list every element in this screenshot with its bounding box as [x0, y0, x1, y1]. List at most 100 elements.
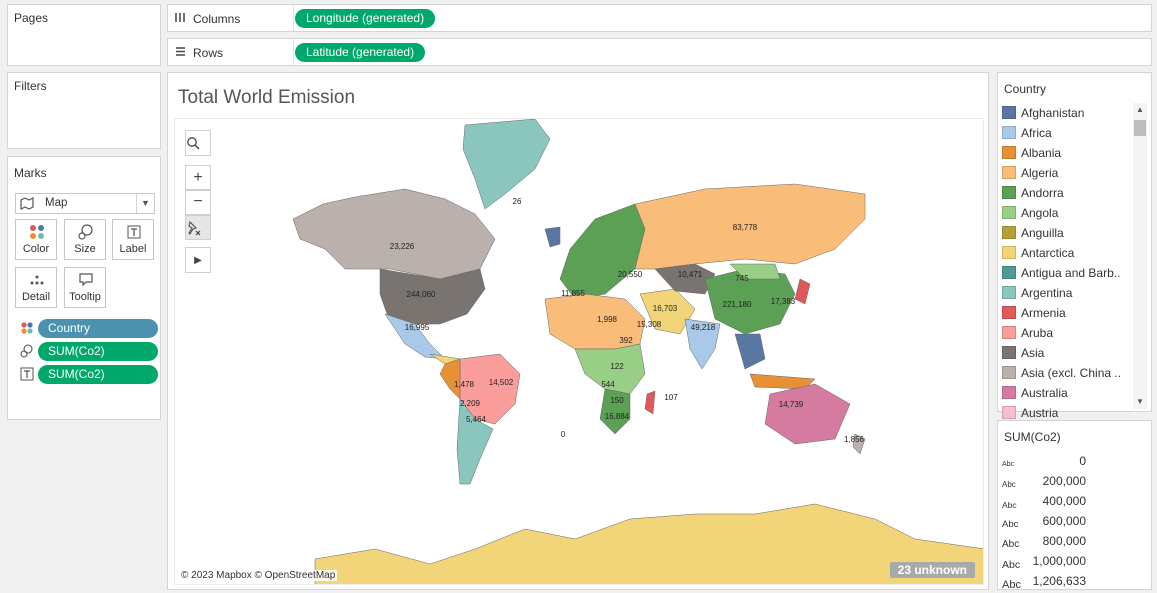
- legend-item[interactable]: Andorra: [1002, 184, 1130, 202]
- country-pill[interactable]: Country: [38, 319, 158, 338]
- legend-swatch: [1002, 186, 1016, 199]
- legend-item-label: Aruba: [1021, 326, 1054, 340]
- map-label: 17,383: [771, 297, 796, 306]
- chevron-down-icon[interactable]: ▼: [136, 194, 154, 213]
- legend-item[interactable]: Antarctica: [1002, 244, 1130, 262]
- map-label: 107: [664, 393, 678, 402]
- label-card[interactable]: Label: [112, 219, 154, 260]
- zoom-out-button[interactable]: −: [185, 190, 211, 215]
- filters-card[interactable]: Filters: [7, 72, 161, 149]
- tooltip-card[interactable]: Tooltip: [64, 267, 106, 308]
- color-dots-icon: [30, 225, 44, 239]
- map-label: 49,218: [691, 323, 716, 332]
- legend-item-label: Asia (excl. China ..: [1021, 366, 1122, 380]
- country-antarctica: [314, 503, 983, 584]
- rows-shelf[interactable]: Rows Latitude (generated): [167, 38, 1152, 66]
- legend-title: SUM(Co2): [1004, 430, 1061, 444]
- legend-item[interactable]: Algeria: [1002, 164, 1130, 182]
- map-label: 1,856: [844, 435, 865, 444]
- scroll-up-icon[interactable]: ▲: [1136, 105, 1144, 114]
- legend-item[interactable]: Australia: [1002, 384, 1130, 402]
- country-australia: [764, 383, 851, 445]
- scroll-thumb[interactable]: [1134, 120, 1146, 136]
- map-label: 544: [601, 380, 615, 389]
- label-card-label: Label: [119, 243, 147, 255]
- legend-item[interactable]: Austria: [1002, 404, 1130, 422]
- legend-item[interactable]: Antigua and Barb..: [1002, 264, 1130, 282]
- map-icon: [20, 197, 34, 210]
- map-label: 16,703: [653, 304, 678, 313]
- size-sample-text: Abc: [1002, 539, 1020, 550]
- size-sample-text: Abc: [1002, 499, 1017, 510]
- legend-item[interactable]: Aruba: [1002, 324, 1130, 342]
- pin-map-button[interactable]: [185, 215, 211, 240]
- size-icon: [20, 344, 33, 358]
- size-legend-item[interactable]: Abc 0: [1002, 452, 1152, 470]
- longitude-pill[interactable]: Longitude (generated): [295, 9, 436, 28]
- legend-swatch: [1002, 126, 1016, 139]
- legend-item-label: Asia: [1021, 346, 1045, 360]
- size-legend-item[interactable]: Abc 1,000,000: [1002, 552, 1152, 571]
- co2-label-pill[interactable]: SUM(Co2): [38, 365, 158, 384]
- label-t-icon: [20, 367, 34, 381]
- legend-item[interactable]: Armenia: [1002, 304, 1130, 322]
- unknown-indicator[interactable]: 23 unknown: [889, 562, 975, 578]
- map-label: 1,998: [597, 315, 618, 324]
- size-legend-value: 800,000: [1042, 534, 1086, 548]
- legend-swatch: [1002, 106, 1016, 119]
- legend-item-label: Angola: [1021, 206, 1059, 220]
- latitude-pill[interactable]: Latitude (generated): [295, 43, 426, 62]
- country-color-field[interactable]: Country: [20, 319, 158, 338]
- pages-card[interactable]: Pages: [7, 4, 161, 66]
- legend-item[interactable]: Afghanistan: [1002, 104, 1130, 122]
- shelf-divider: [293, 39, 294, 65]
- scroll-down-icon[interactable]: ▼: [1136, 397, 1144, 406]
- world-map[interactable]: 26 83,778 23,226 244,060 221,180 16,995 …: [174, 118, 984, 585]
- size-legend-item[interactable]: Abc 200,000: [1002, 472, 1152, 490]
- map-canvas[interactable]: 26 83,778 23,226 244,060 221,180 16,995 …: [175, 119, 984, 585]
- legend-scrollbar[interactable]: ▲ ▼: [1133, 103, 1147, 409]
- size-sample-text: Abc: [1002, 480, 1016, 489]
- map-label-layer: 26 83,778 23,226 244,060 221,180 16,995 …: [390, 197, 865, 444]
- country-color-legend: Country Afghanistan Africa Albania Algeria A…: [997, 72, 1152, 420]
- size-card[interactable]: Size: [64, 219, 106, 260]
- size-legend-item[interactable]: Abc 800,000: [1002, 532, 1152, 550]
- size-legend-value: 1,000,000: [1032, 554, 1086, 568]
- co2-label-field[interactable]: SUM(Co2): [20, 365, 158, 384]
- map-search-button[interactable]: [185, 130, 211, 156]
- size-legend-value: 200,000: [1042, 474, 1086, 488]
- legend-item[interactable]: Africa: [1002, 124, 1130, 142]
- size-legend-item[interactable]: Abc 600,000: [1002, 512, 1152, 530]
- legend-item[interactable]: Asia (excl. China ..: [1002, 364, 1130, 382]
- country-mongolia: [729, 263, 781, 280]
- legend-item[interactable]: Albania: [1002, 144, 1130, 162]
- co2-size-field[interactable]: SUM(Co2): [20, 342, 158, 361]
- map-label: 5,464: [466, 415, 487, 424]
- map-label: 122: [610, 362, 624, 371]
- co2-size-pill[interactable]: SUM(Co2): [38, 342, 158, 361]
- map-label: 83,778: [733, 223, 758, 232]
- columns-icon: [174, 11, 187, 27]
- mark-type-dropdown[interactable]: Map ▼: [15, 193, 155, 214]
- zoom-in-button[interactable]: +: [185, 165, 211, 190]
- size-legend-item[interactable]: Abc 400,000: [1002, 492, 1152, 510]
- legend-item[interactable]: Asia: [1002, 344, 1130, 362]
- legend-swatch: [1002, 366, 1016, 379]
- legend-item[interactable]: Anguilla: [1002, 224, 1130, 242]
- legend-item[interactable]: Angola: [1002, 204, 1130, 222]
- map-toolbar-expand-button[interactable]: ▶: [185, 247, 211, 273]
- country-canada: [292, 188, 496, 280]
- rows-label: Rows: [193, 46, 224, 60]
- map-attribution[interactable]: © 2023 Mapbox © OpenStreetMap: [179, 570, 338, 581]
- size-legend-value: 400,000: [1042, 494, 1086, 508]
- legend-item-label: Albania: [1021, 146, 1062, 160]
- legend-item[interactable]: Argentina: [1002, 284, 1130, 302]
- detail-card[interactable]: Detail: [15, 267, 57, 308]
- columns-label: Columns: [193, 12, 241, 26]
- marks-card: Marks Map ▼ Color Size Label Detail: [7, 156, 161, 420]
- columns-shelf[interactable]: Columns Longitude (generated): [167, 4, 1152, 32]
- color-card[interactable]: Color: [15, 219, 57, 260]
- legend-item-label: Algeria: [1021, 166, 1059, 180]
- legend-item-label: Afghanistan: [1021, 106, 1085, 120]
- size-legend-item[interactable]: Abc 1,206,633: [1002, 572, 1152, 591]
